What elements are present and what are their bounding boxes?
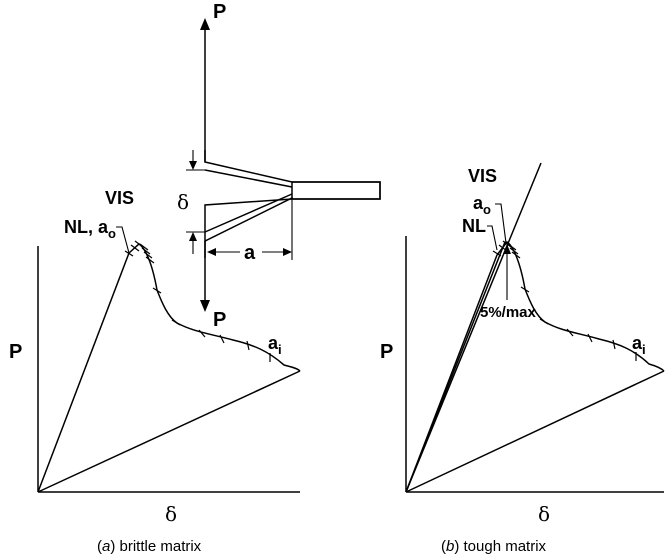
crack-lower-face [204,193,293,233]
panel-b-5max-label: 5%/max [480,304,537,321]
panel-a-brittle: VIS NL, ao ai P δ (a) brittle matrix [9,188,301,555]
panel-a-nl-leader [116,226,130,254]
dcb-specimen: P P δ a [177,1,381,331]
panel-a-x-label: δ [165,502,177,526]
panel-b-extended-line [405,162,542,493]
panel-a-unloading-line [37,370,301,493]
panel-a-nl-a0-label: NL, ao [64,217,116,241]
panel-a-crack-tick-marks [124,240,271,362]
panel-a-y-label: P [9,341,22,363]
load-label-bottom: P [213,309,226,331]
panel-b-nl-label: NL [462,216,486,236]
load-arrowhead-top [200,18,210,30]
opening-label: δ [177,190,189,214]
specimen-uncracked-ligament [291,181,381,200]
crack-upper-face [204,169,293,188]
panel-a-vis-label: VIS [105,188,134,208]
panel-b-caption: (b) tough matrix [441,538,547,555]
panel-b-nl-leader [487,225,498,251]
panel-b-ai-label: ai [632,333,646,357]
panel-b-5max-arrowhead [503,244,511,254]
panel-a-loading-line [37,252,130,493]
delta-arrowhead-bottom [189,232,197,241]
panel-b-unloading-line [405,370,665,493]
panel-a-ai-label: ai [268,333,282,357]
crack-length-right-arrowhead [283,248,292,256]
crack-length-left-arrowhead [207,248,216,256]
panel-a-caption: (a) brittle matrix [97,538,202,555]
panel-b-load-curve [496,240,665,372]
load-label-top: P [213,1,226,23]
panel-b-tough: VIS ao NL 5%/max ai P δ (b) tough matrix [380,162,665,555]
panel-b-x-label: δ [538,502,550,526]
delta-arrowhead-top [189,161,197,170]
crack-length-label: a [244,242,256,264]
load-arrowhead-bottom [200,300,210,312]
panel-b-a0-label: ao [473,193,491,217]
panel-b-a0-leader [495,203,507,244]
panel-b-vis-label: VIS [468,166,497,186]
panel-b-y-label: P [380,341,393,363]
